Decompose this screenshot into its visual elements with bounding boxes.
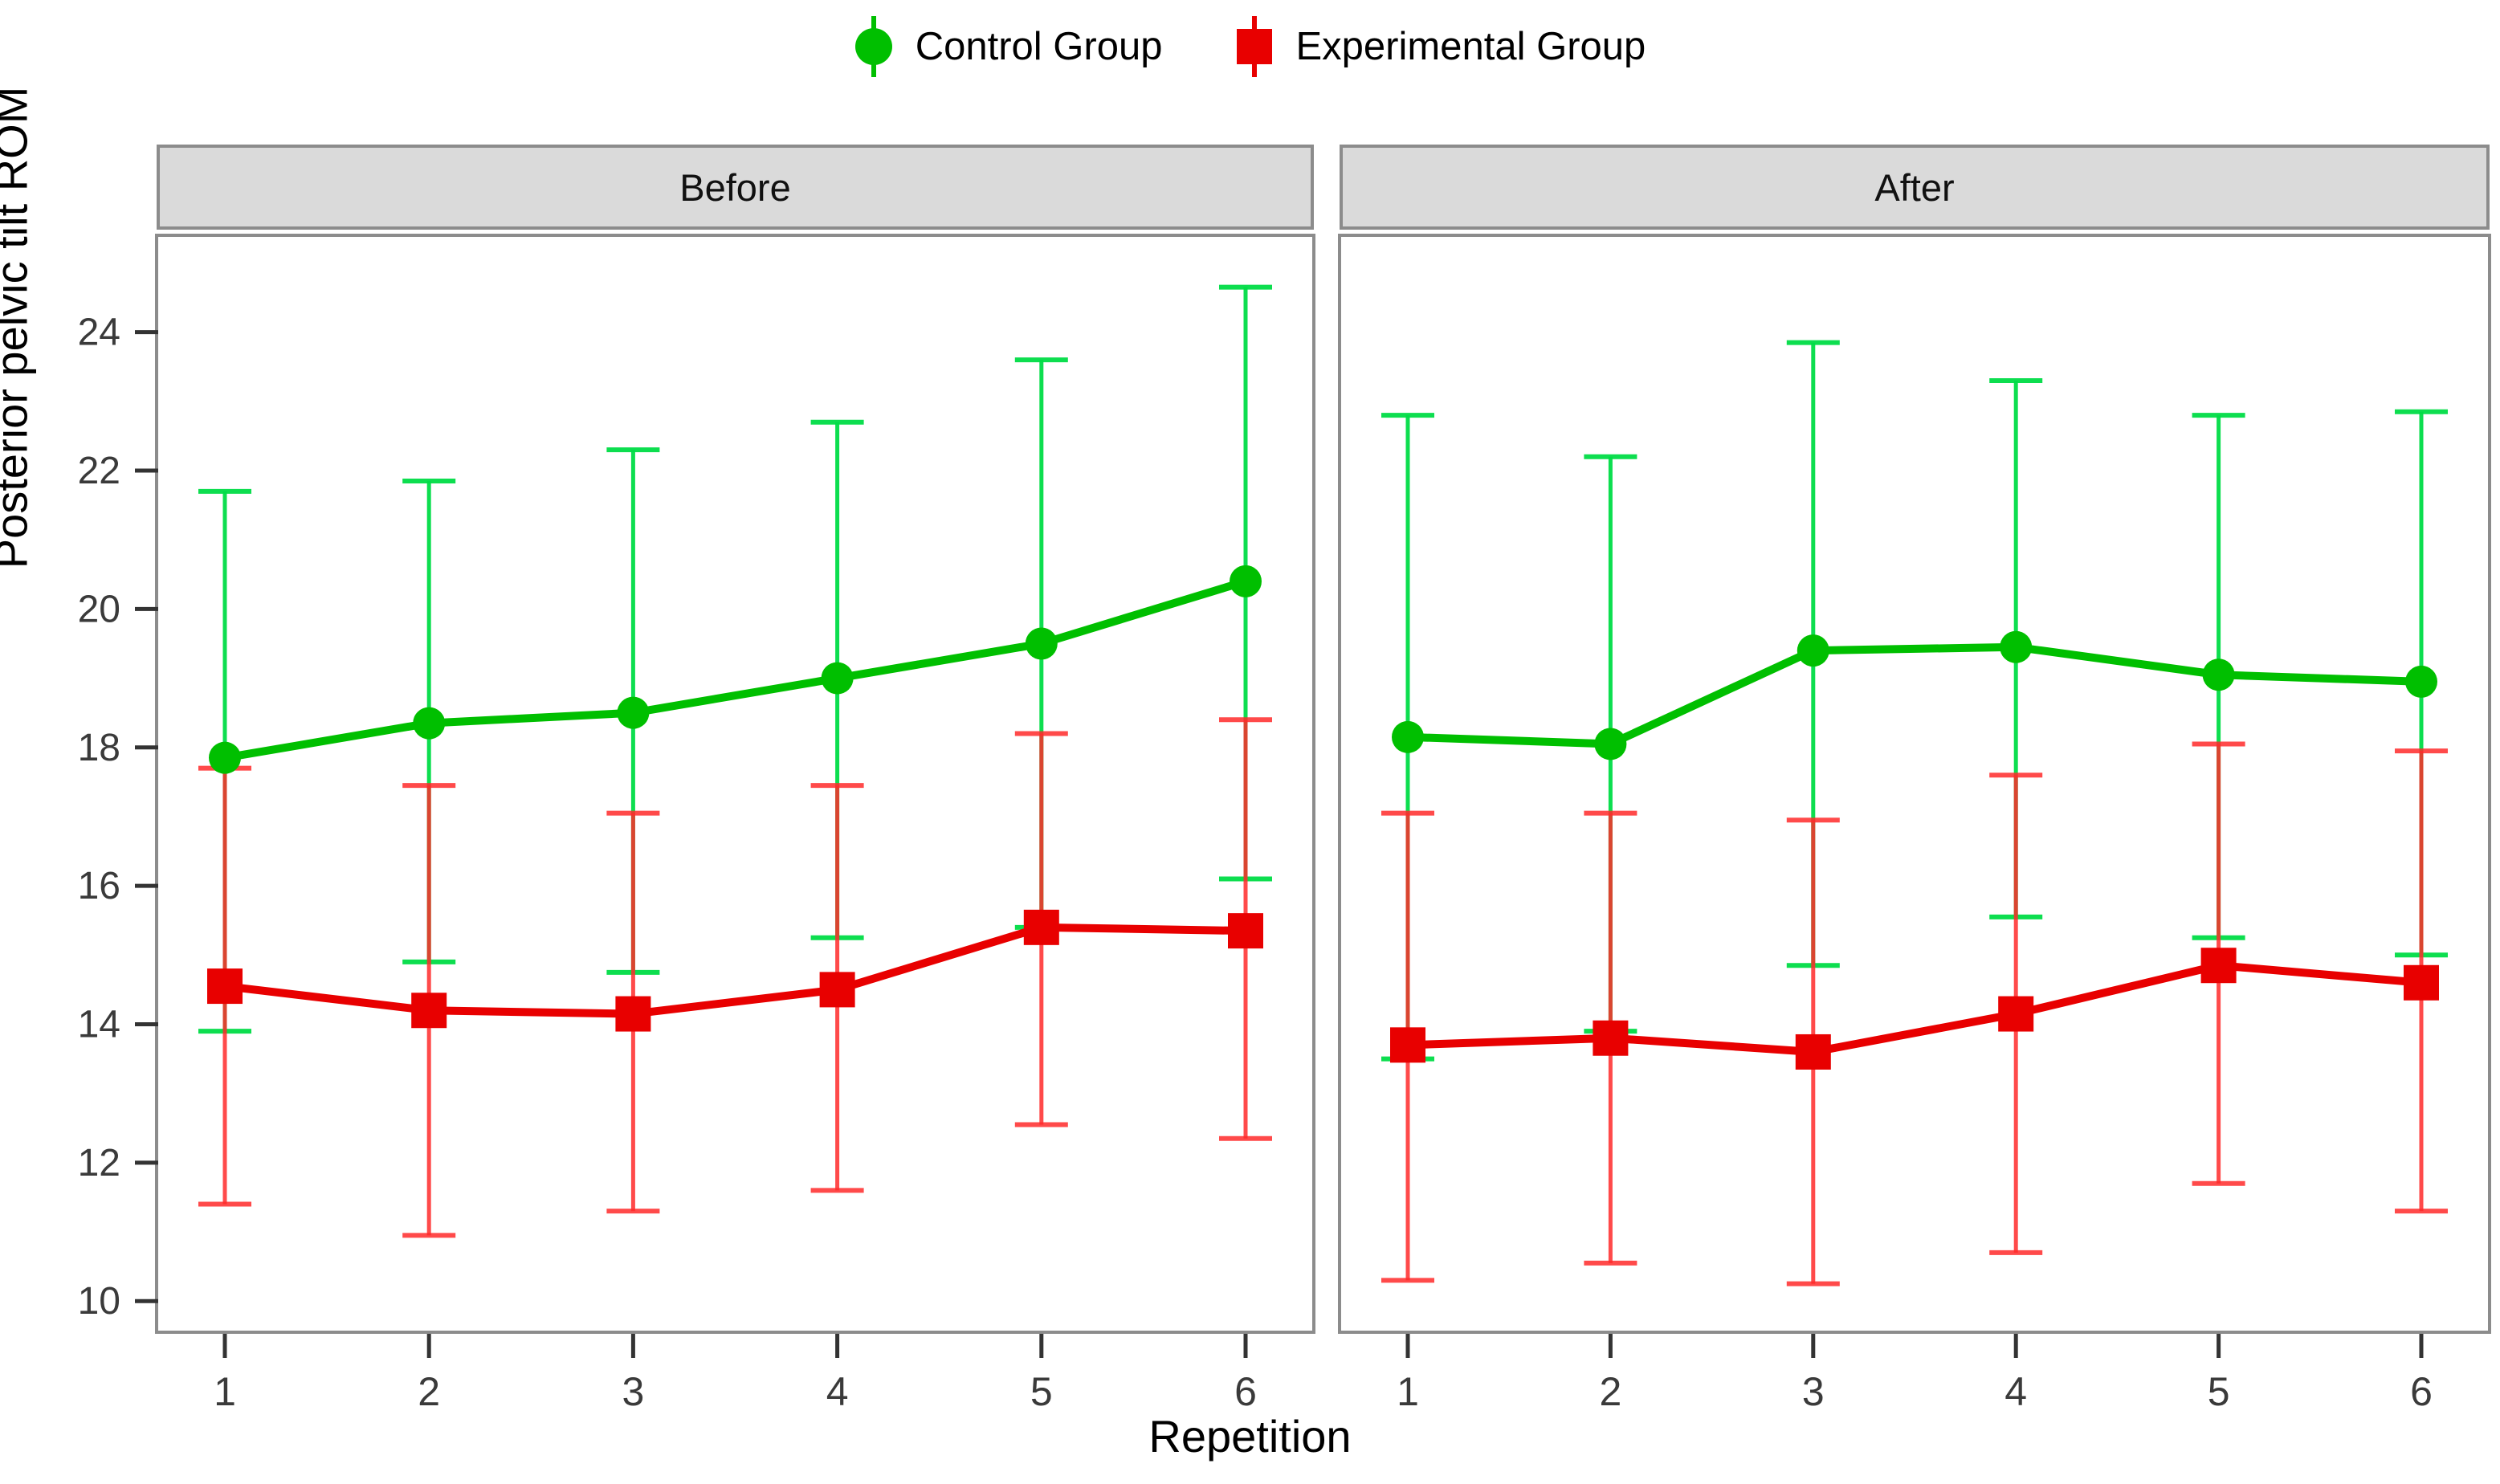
data-point-experimental (2404, 964, 2439, 1001)
data-point-control (2405, 665, 2437, 698)
data-point-experimental (411, 993, 447, 1029)
data-point-control (413, 707, 446, 740)
data-point-control (2000, 630, 2033, 663)
y-tick-label: 24 (78, 312, 120, 354)
data-point-experimental (615, 996, 651, 1032)
x-tick-label: 2 (418, 1369, 440, 1414)
data-point-experimental (1998, 996, 2034, 1032)
data-point-control (821, 662, 854, 695)
experimental-group-pointrange-icon (1235, 16, 1274, 77)
control-group-pointrange-icon (854, 16, 893, 77)
x-tick-label: 5 (1030, 1369, 1053, 1414)
data-point-control (1230, 565, 1262, 597)
legend-item-experimental: Experimental Group (1235, 16, 1646, 77)
data-point-control (2202, 658, 2235, 691)
legend-label-experimental: Experimental Group (1295, 24, 1646, 68)
legend-item-control: Control Group (854, 16, 1163, 77)
facet-title-after: After (1874, 165, 1955, 209)
y-tick-label: 14 (78, 1003, 120, 1046)
facet-header-after: After (1340, 145, 2490, 230)
facet-header-before: Before (157, 145, 1314, 230)
x-tick-label: 3 (1802, 1369, 1825, 1414)
data-point-control (1594, 728, 1627, 760)
square-marker-icon (1236, 29, 1272, 64)
x-tick-label: 4 (2004, 1369, 2027, 1414)
data-point-experimental (1593, 1020, 1629, 1056)
data-point-experimental (1390, 1027, 1425, 1063)
data-point-control (1025, 627, 1058, 660)
y-tick-label: 10 (78, 1280, 120, 1323)
data-point-experimental (2200, 948, 2237, 984)
data-point-experimental (1023, 909, 1059, 945)
x-axis-title: Repetition (1148, 1411, 1352, 1462)
x-tick-label: 3 (622, 1369, 644, 1414)
y-tick-label: 20 (78, 588, 120, 630)
data-point-control (1796, 634, 1829, 667)
data-point-experimental (819, 972, 855, 1008)
x-tick-label: 2 (1599, 1369, 1621, 1414)
series-line-experimental (224, 923, 1246, 1018)
x-tick-label: 1 (214, 1369, 236, 1414)
panel-border-after (1338, 234, 2491, 1334)
facet-title-before: Before (679, 165, 791, 209)
x-tick-label: 6 (1234, 1369, 1257, 1414)
panel-border-before (155, 234, 1315, 1334)
legend: Control Group Experimental Group (0, 6, 2500, 87)
data-point-experimental (207, 968, 243, 1005)
series-line-control (1407, 642, 2422, 748)
x-tick-label: 1 (1397, 1369, 1419, 1414)
x-tick-label: 6 (2410, 1369, 2433, 1414)
y-tick-label: 16 (78, 865, 120, 907)
y-axis-title: Posterior pelvic tilt ROM (0, 86, 37, 569)
x-tick-label: 5 (2208, 1369, 2230, 1414)
data-point-control (1392, 720, 1424, 753)
data-point-experimental (1795, 1034, 1831, 1070)
series-line-control (224, 577, 1247, 762)
legend-label-control: Control Group (915, 24, 1163, 68)
data-point-control (617, 696, 650, 729)
data-point-experimental (1228, 913, 1263, 949)
series-line-experimental (1407, 961, 2422, 1056)
y-tick-label: 18 (78, 727, 120, 769)
y-tick-label: 12 (78, 1142, 120, 1184)
x-tick-label: 4 (826, 1369, 849, 1414)
circle-marker-icon (854, 28, 892, 65)
data-point-control (209, 741, 241, 774)
y-tick-label: 22 (78, 450, 120, 492)
